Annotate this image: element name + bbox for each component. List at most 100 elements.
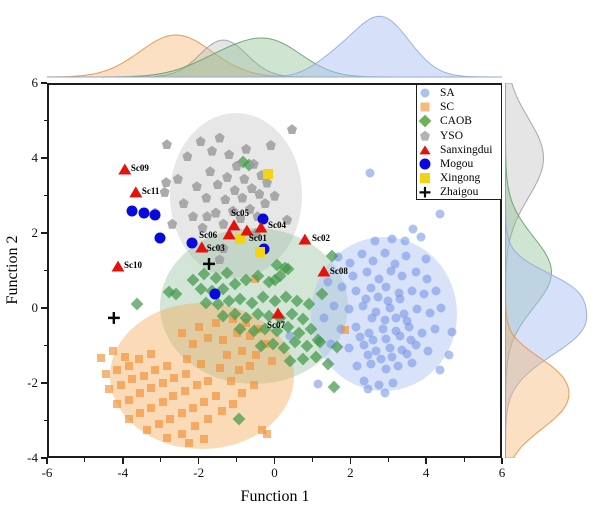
scatter-point-yso bbox=[207, 145, 218, 156]
scatter-point-sc bbox=[128, 375, 137, 384]
point-label-sc11: Sc11 bbox=[141, 185, 160, 196]
scatter-point-sc bbox=[180, 386, 189, 395]
scatter-point-sc bbox=[136, 409, 144, 418]
scatter-point-sanxingdui bbox=[222, 228, 236, 240]
x-tick-label: -2 bbox=[193, 465, 205, 480]
y-tick-label: 2 bbox=[31, 225, 39, 240]
scatter-point-sanxingdui bbox=[111, 260, 125, 272]
scatter-point-yso bbox=[224, 149, 235, 160]
scatter-point-sc bbox=[177, 409, 186, 418]
scatter-point-xingong bbox=[254, 246, 265, 257]
x-major-tick bbox=[501, 458, 503, 464]
scatter-point-sa bbox=[329, 301, 339, 310]
scatter-point-yso bbox=[254, 188, 265, 199]
scatter-point-mogou bbox=[138, 207, 150, 219]
scatter-point-sa bbox=[408, 224, 418, 234]
point-label-sc04: Sc04 bbox=[267, 220, 286, 231]
y-major-tick bbox=[41, 382, 47, 384]
scatter-point-sc bbox=[158, 379, 167, 388]
square-icon bbox=[420, 102, 430, 112]
scatter-point-sc bbox=[181, 369, 190, 378]
scatter-point-yso bbox=[214, 254, 225, 265]
scatter-point-yso bbox=[178, 198, 189, 209]
y-major-tick bbox=[41, 82, 47, 84]
scatter-point-yso bbox=[218, 218, 229, 229]
scatter-point-sc bbox=[124, 396, 133, 404]
scatter-point-sa bbox=[319, 313, 329, 322]
scatter-point-sc bbox=[217, 407, 226, 416]
x-major-tick bbox=[273, 458, 276, 464]
scatter-point-sa bbox=[351, 286, 361, 296]
scatter-point-sc bbox=[117, 381, 126, 389]
scatter-point-sc bbox=[101, 369, 110, 378]
legend-item-sc: SC bbox=[417, 100, 501, 114]
point-label-sc06: Sc06 bbox=[199, 229, 218, 240]
scatter-point-sa bbox=[431, 286, 441, 295]
square-icon bbox=[420, 173, 430, 184]
scatter-point-sc bbox=[124, 362, 133, 371]
scatter-point-sa bbox=[385, 303, 395, 313]
x-minor-tick bbox=[160, 458, 162, 462]
legend-label: SC bbox=[440, 101, 455, 114]
y-tick-label: 0 bbox=[31, 300, 39, 315]
scatter-point-sc bbox=[113, 366, 122, 374]
scatter-point-yso bbox=[227, 205, 238, 216]
scatter-point-yso bbox=[237, 192, 248, 203]
scatter-point-sc bbox=[158, 397, 167, 406]
scatter-point-sa bbox=[326, 339, 336, 349]
scatter-point-yso bbox=[262, 177, 273, 188]
scatter-point-sc bbox=[154, 420, 163, 429]
scatter-point-sa bbox=[380, 388, 390, 397]
scatter-point-yso bbox=[282, 214, 293, 225]
y-minor-tick bbox=[43, 345, 47, 346]
scatter-point-sa bbox=[344, 343, 354, 352]
scatter-point-sa bbox=[378, 324, 388, 334]
scatter-point-sc bbox=[211, 319, 220, 328]
y-major-tick bbox=[41, 232, 47, 234]
plot-canvas: Sc01 Sc02 Sc03 Sc04 Sc05 Sc06 Sc07 Sc08 Sc09 Sc10… bbox=[49, 85, 500, 456]
scatter-point-sc bbox=[228, 399, 237, 408]
scatter-point-sc bbox=[162, 433, 171, 442]
legend-label: Mogou bbox=[440, 158, 474, 171]
scatter-point-sc bbox=[120, 352, 129, 361]
scatter-point-sanxingdui bbox=[227, 219, 241, 231]
scatter-point-yso bbox=[222, 171, 233, 182]
scatter-point-sa bbox=[366, 283, 376, 293]
legend-item-sanxingdui: Sanxingdui bbox=[417, 143, 501, 157]
scatter-point-sa bbox=[376, 354, 386, 364]
scatter-point-yso bbox=[235, 213, 246, 224]
legend-item-xingong: Xingong bbox=[417, 171, 501, 185]
pentagon-icon bbox=[420, 130, 430, 141]
scatter-point-yso bbox=[250, 228, 261, 239]
scatter-point-sanxingdui bbox=[118, 163, 132, 175]
scatter-point-sa bbox=[401, 251, 411, 261]
scatter-point-sc bbox=[258, 426, 267, 434]
scatter-point-sc bbox=[267, 356, 276, 365]
scatter-point-sa bbox=[397, 271, 407, 281]
scatter-point-sc bbox=[341, 325, 350, 334]
y-minor-tick bbox=[43, 420, 47, 421]
point-label-sc10: Sc10 bbox=[124, 260, 142, 271]
scatter-point-sa bbox=[323, 277, 333, 287]
scatter-point-sanxingdui bbox=[298, 233, 312, 245]
scatter-point-sc bbox=[263, 429, 272, 438]
scatter-point-sa bbox=[333, 252, 343, 262]
scatter-point-sc bbox=[189, 403, 198, 412]
x-major-tick bbox=[46, 458, 48, 464]
scatter-point-sc bbox=[189, 339, 198, 348]
scatter-point-sc bbox=[234, 366, 243, 374]
scatter-point-sa bbox=[411, 267, 421, 277]
scatter-point-sc bbox=[215, 364, 224, 373]
point-label-sc05: Sc05 bbox=[231, 207, 250, 218]
legend-label: YSO bbox=[440, 129, 464, 142]
scatter-point-sanxingdui bbox=[254, 221, 268, 233]
y-axis-title: Function 2 bbox=[4, 235, 21, 305]
scatter-point-sc bbox=[200, 397, 209, 406]
scatter-point-sa bbox=[371, 346, 381, 356]
scatter-point-sa bbox=[381, 334, 391, 343]
scatter-point-yso bbox=[244, 203, 255, 214]
scatter-point-yso bbox=[220, 194, 231, 205]
scatter-point-mogou bbox=[209, 288, 221, 300]
scatter-point-sa bbox=[395, 294, 405, 304]
